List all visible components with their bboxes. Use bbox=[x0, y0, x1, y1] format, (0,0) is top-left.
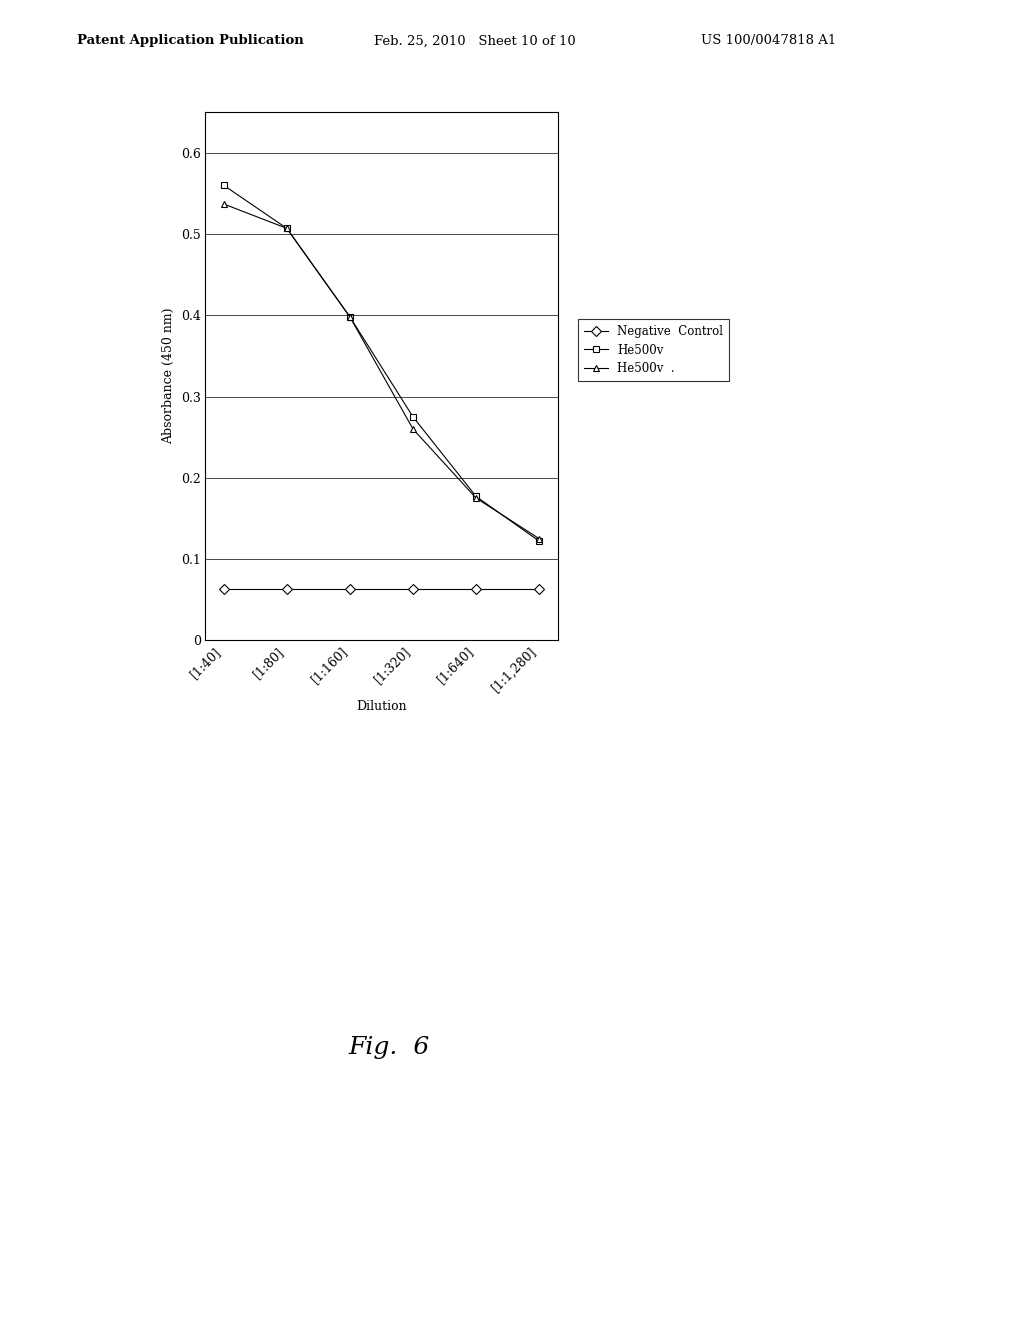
Text: US 100/0047818 A1: US 100/0047818 A1 bbox=[701, 34, 837, 48]
Text: Patent Application Publication: Patent Application Publication bbox=[77, 34, 303, 48]
X-axis label: Dilution: Dilution bbox=[356, 700, 407, 713]
Legend: Negative  Control, He500v, He500v  .: Negative Control, He500v, He500v . bbox=[579, 318, 729, 381]
Text: Feb. 25, 2010   Sheet 10 of 10: Feb. 25, 2010 Sheet 10 of 10 bbox=[374, 34, 575, 48]
Y-axis label: Absorbance (450 nm): Absorbance (450 nm) bbox=[162, 308, 175, 445]
Text: Fig.  6: Fig. 6 bbox=[348, 1036, 430, 1059]
